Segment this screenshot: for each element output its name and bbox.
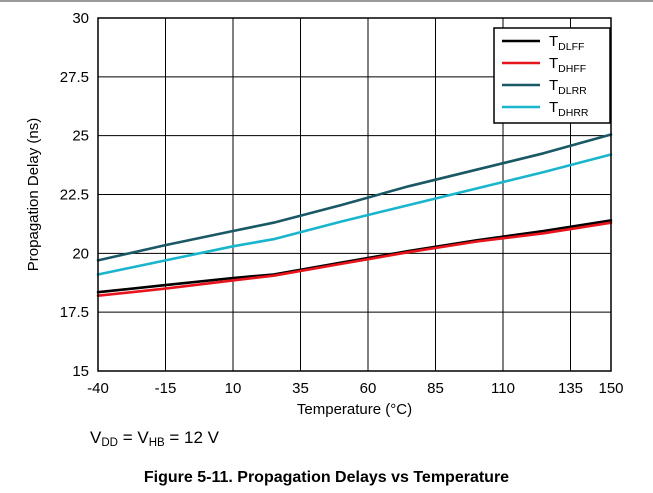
x-tick-label: 110: [491, 380, 515, 397]
x-tick-label: -40: [87, 380, 109, 397]
note-v: V: [90, 428, 102, 447]
series-line-dhff: [96, 221, 613, 298]
y-tick-label: 30: [72, 10, 89, 27]
x-tick-label: 135: [558, 380, 583, 397]
note-dd-subscript: DD: [101, 437, 118, 449]
legend-subscript: DLRR: [558, 85, 587, 97]
top-divider: [0, 0, 653, 2]
test-condition-note: VDD = VHB = 12 V: [90, 428, 220, 449]
line-chart: 15 17.5 20 22.5 25 27.5 30 -40 -15 10 35 60 85 110 13…: [25, 10, 624, 418]
data-lines: [96, 133, 613, 298]
x-axis-title: Temperature (°C): [297, 401, 412, 418]
y-tick-label: 15: [72, 363, 89, 380]
x-tick-label: 60: [360, 380, 377, 397]
x-tick-label: 85: [427, 380, 444, 397]
figure-caption: Figure 5-11. Propagation Delays vs Tempe…: [143, 469, 510, 486]
y-tick-label: 25: [72, 128, 89, 145]
x-tick-label: 35: [292, 380, 309, 397]
series-line-dhrr: [96, 153, 613, 276]
legend-subscript: DLFF: [558, 41, 584, 53]
y-axis-title: Propagation Delay (ns): [25, 118, 42, 271]
x-tick-label: 10: [225, 380, 242, 397]
series-line-dlrr: [96, 133, 613, 262]
note-hb-subscript: HB: [148, 437, 165, 449]
y-tick-labels: 15 17.5 20 22.5 25 27.5 30: [60, 10, 89, 380]
y-tick-label: 17.5: [60, 304, 89, 321]
y-tick-label: 20: [72, 245, 89, 262]
series-line-dlff: [96, 219, 613, 294]
y-tick-label: 22.5: [60, 187, 89, 204]
x-tick-label: 150: [598, 380, 623, 397]
plot-frame: [97, 17, 612, 372]
x-tick-labels: -40 -15 10 35 60 85 110 135 150: [87, 380, 623, 397]
legend-subscript: DHFF: [558, 63, 586, 75]
note-eq2: = 12 V: [164, 428, 220, 447]
x-tick-label: -15: [155, 380, 177, 397]
y-tick-label: 27.5: [60, 69, 89, 86]
legend-subscript: DHRR: [558, 107, 589, 119]
note-eq1: = V: [117, 428, 149, 447]
